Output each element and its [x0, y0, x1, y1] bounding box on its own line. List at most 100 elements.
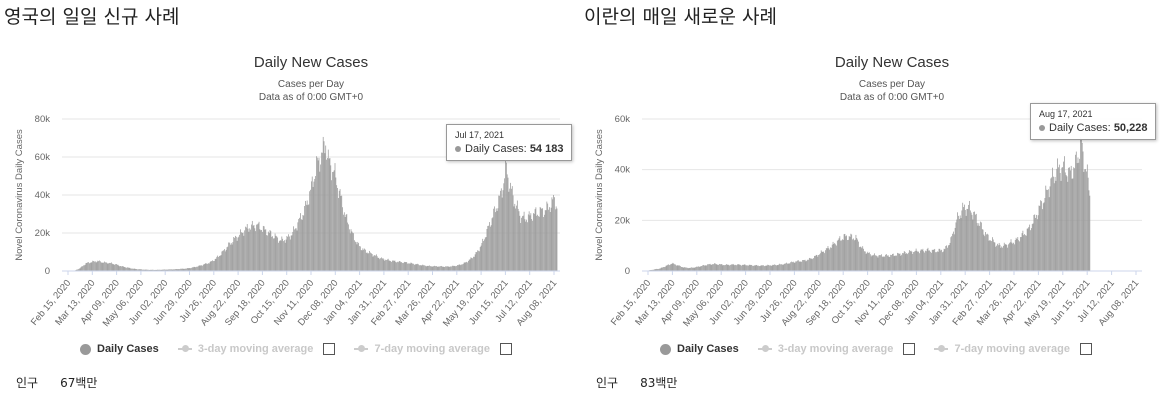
- bar: [1037, 215, 1039, 271]
- bar: [722, 265, 724, 271]
- bar: [748, 264, 750, 271]
- bar: [305, 200, 306, 271]
- bar: [851, 234, 853, 271]
- bar: [1030, 230, 1031, 271]
- bar: [870, 256, 872, 271]
- bar: [852, 239, 853, 271]
- bar: [392, 260, 394, 271]
- bar: [549, 211, 551, 271]
- bar: [825, 248, 827, 271]
- bar: [462, 263, 464, 271]
- bar: [836, 245, 837, 271]
- bar: [492, 217, 494, 271]
- bar: [816, 255, 818, 271]
- bar: [82, 266, 83, 271]
- bar: [79, 268, 81, 271]
- bar: [1078, 162, 1080, 271]
- bar: [409, 263, 411, 271]
- bar: [726, 264, 728, 271]
- bar: [150, 269, 152, 271]
- bar: [398, 261, 400, 271]
- bar: [136, 269, 138, 271]
- bar: [761, 265, 763, 271]
- bar: [880, 254, 882, 271]
- bar: [971, 214, 973, 271]
- bar: [499, 195, 500, 271]
- bar: [957, 212, 958, 271]
- bar: [873, 254, 875, 271]
- bar: [237, 237, 239, 271]
- bar: [486, 228, 488, 271]
- bar: [734, 265, 736, 271]
- bar: [1087, 177, 1089, 271]
- legend-daily-cases[interactable]: Daily Cases: [660, 343, 739, 355]
- bar: [348, 229, 350, 271]
- bar: [896, 255, 897, 271]
- bar: [413, 263, 414, 271]
- iran-chart: Daily New Cases Cases per Day Data as of 0…: [594, 54, 1142, 329]
- bar: [231, 244, 233, 271]
- bar: [680, 266, 682, 271]
- iran-tooltip-label: Daily Cases:: [1049, 122, 1111, 134]
- bar: [488, 225, 489, 271]
- bar: [347, 222, 349, 271]
- legend-daily-cases[interactable]: Daily Cases: [80, 343, 159, 355]
- bar: [114, 264, 116, 271]
- bar: [408, 263, 409, 271]
- bar: [948, 245, 950, 271]
- legend-3day-ma[interactable]: 3-day moving average: [757, 343, 916, 356]
- legend-3day-checkbox[interactable]: [323, 343, 336, 356]
- y-tick-label: 20k: [35, 228, 51, 239]
- bar: [1076, 163, 1078, 271]
- bar: [979, 225, 981, 271]
- bar: [193, 266, 195, 271]
- bar: [736, 264, 738, 271]
- bar: [709, 263, 711, 271]
- legend-7day-checkbox[interactable]: [1080, 343, 1093, 356]
- bar: [137, 269, 139, 271]
- bar: [256, 224, 257, 271]
- bar: [487, 225, 489, 271]
- legend-3day-checkbox[interactable]: [903, 343, 916, 356]
- bar: [442, 266, 444, 271]
- bar: [191, 267, 192, 271]
- bar: [1034, 214, 1036, 271]
- bar: [131, 268, 132, 271]
- bar: [842, 239, 843, 271]
- bar: [907, 254, 908, 271]
- bar: [770, 265, 772, 271]
- bar: [945, 246, 947, 271]
- legend-7day-ma[interactable]: 7-day moving average: [934, 343, 1093, 356]
- bar: [766, 265, 768, 271]
- bar: [776, 265, 778, 271]
- bar-series-daily-cases: [642, 137, 1091, 271]
- bar: [169, 269, 170, 271]
- legend-7day-ma[interactable]: 7-day moving average: [354, 343, 513, 356]
- bar: [513, 206, 515, 271]
- bar: [320, 164, 322, 271]
- bar: [1011, 242, 1013, 271]
- y-tick-label: 20k: [615, 215, 631, 226]
- bar: [460, 265, 462, 271]
- bar: [392, 260, 393, 271]
- legend-3day-ma[interactable]: 3-day moving average: [177, 343, 336, 356]
- bar: [83, 265, 85, 271]
- bar: [553, 195, 554, 271]
- bar: [503, 183, 505, 271]
- bar: [224, 249, 225, 271]
- bar: [324, 153, 326, 271]
- bar: [786, 262, 787, 271]
- bar: [775, 265, 777, 271]
- bar: [738, 264, 740, 271]
- bar: [519, 215, 521, 271]
- bar: [451, 265, 453, 271]
- bar: [1000, 247, 1002, 271]
- bar: [934, 248, 936, 271]
- bar: [531, 219, 533, 271]
- bar: [659, 268, 661, 271]
- bar: [354, 240, 355, 271]
- bar: [745, 265, 747, 271]
- bar: [817, 256, 819, 271]
- bar: [76, 269, 78, 271]
- legend-7day-checkbox[interactable]: [500, 343, 513, 356]
